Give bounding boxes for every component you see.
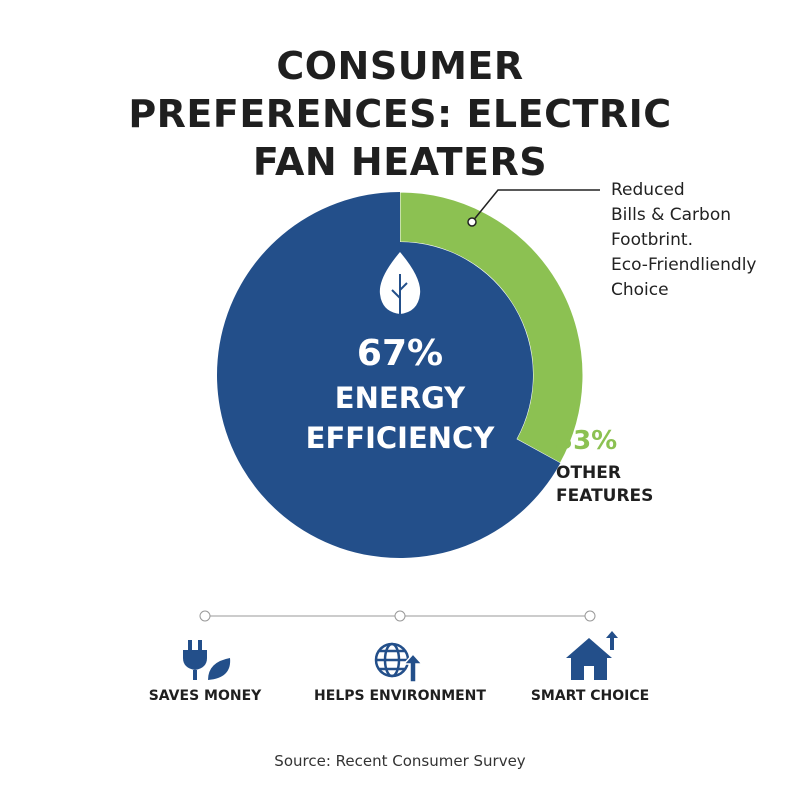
leader-dot (467, 217, 477, 227)
annotation-line: Choice (611, 280, 669, 300)
plug-icon (183, 640, 231, 680)
annotation-line: Footbrint. (611, 230, 693, 250)
globe-icon (374, 642, 424, 683)
leader-line (471, 189, 600, 223)
benefit-label: HELPS ENVIRONMENT (314, 688, 486, 704)
source: Source: Recent Consumer Survey (274, 752, 526, 770)
timeline-dot (394, 610, 406, 622)
timeline-dot (199, 610, 211, 622)
benefit-label: SMART CHOICE (530, 688, 650, 704)
benefit-label: SAVES MONEY (148, 688, 262, 704)
leaf-vein (391, 274, 408, 314)
annotation-line: Eco-Friendliendly (611, 255, 757, 275)
category-label: OTHER FEATURES (556, 463, 654, 506)
annotation-line: Bills & Carbon (611, 205, 731, 225)
annotation-line: Reduced (611, 180, 685, 200)
annotation: Reduced Bills & Carbon Footbrint. Eco-Frien… (611, 178, 756, 303)
value-label: 33% (555, 426, 618, 456)
timeline-dot (584, 610, 596, 622)
value-label: 67% (356, 333, 444, 374)
house-icon (566, 631, 618, 680)
pie-slice (217, 192, 561, 558)
chart-title: CONSUMER PREFERENCES: ELECTRIC FAN HEATE… (128, 44, 672, 184)
category-label: ENERGY EFFICIENCY (305, 381, 495, 455)
